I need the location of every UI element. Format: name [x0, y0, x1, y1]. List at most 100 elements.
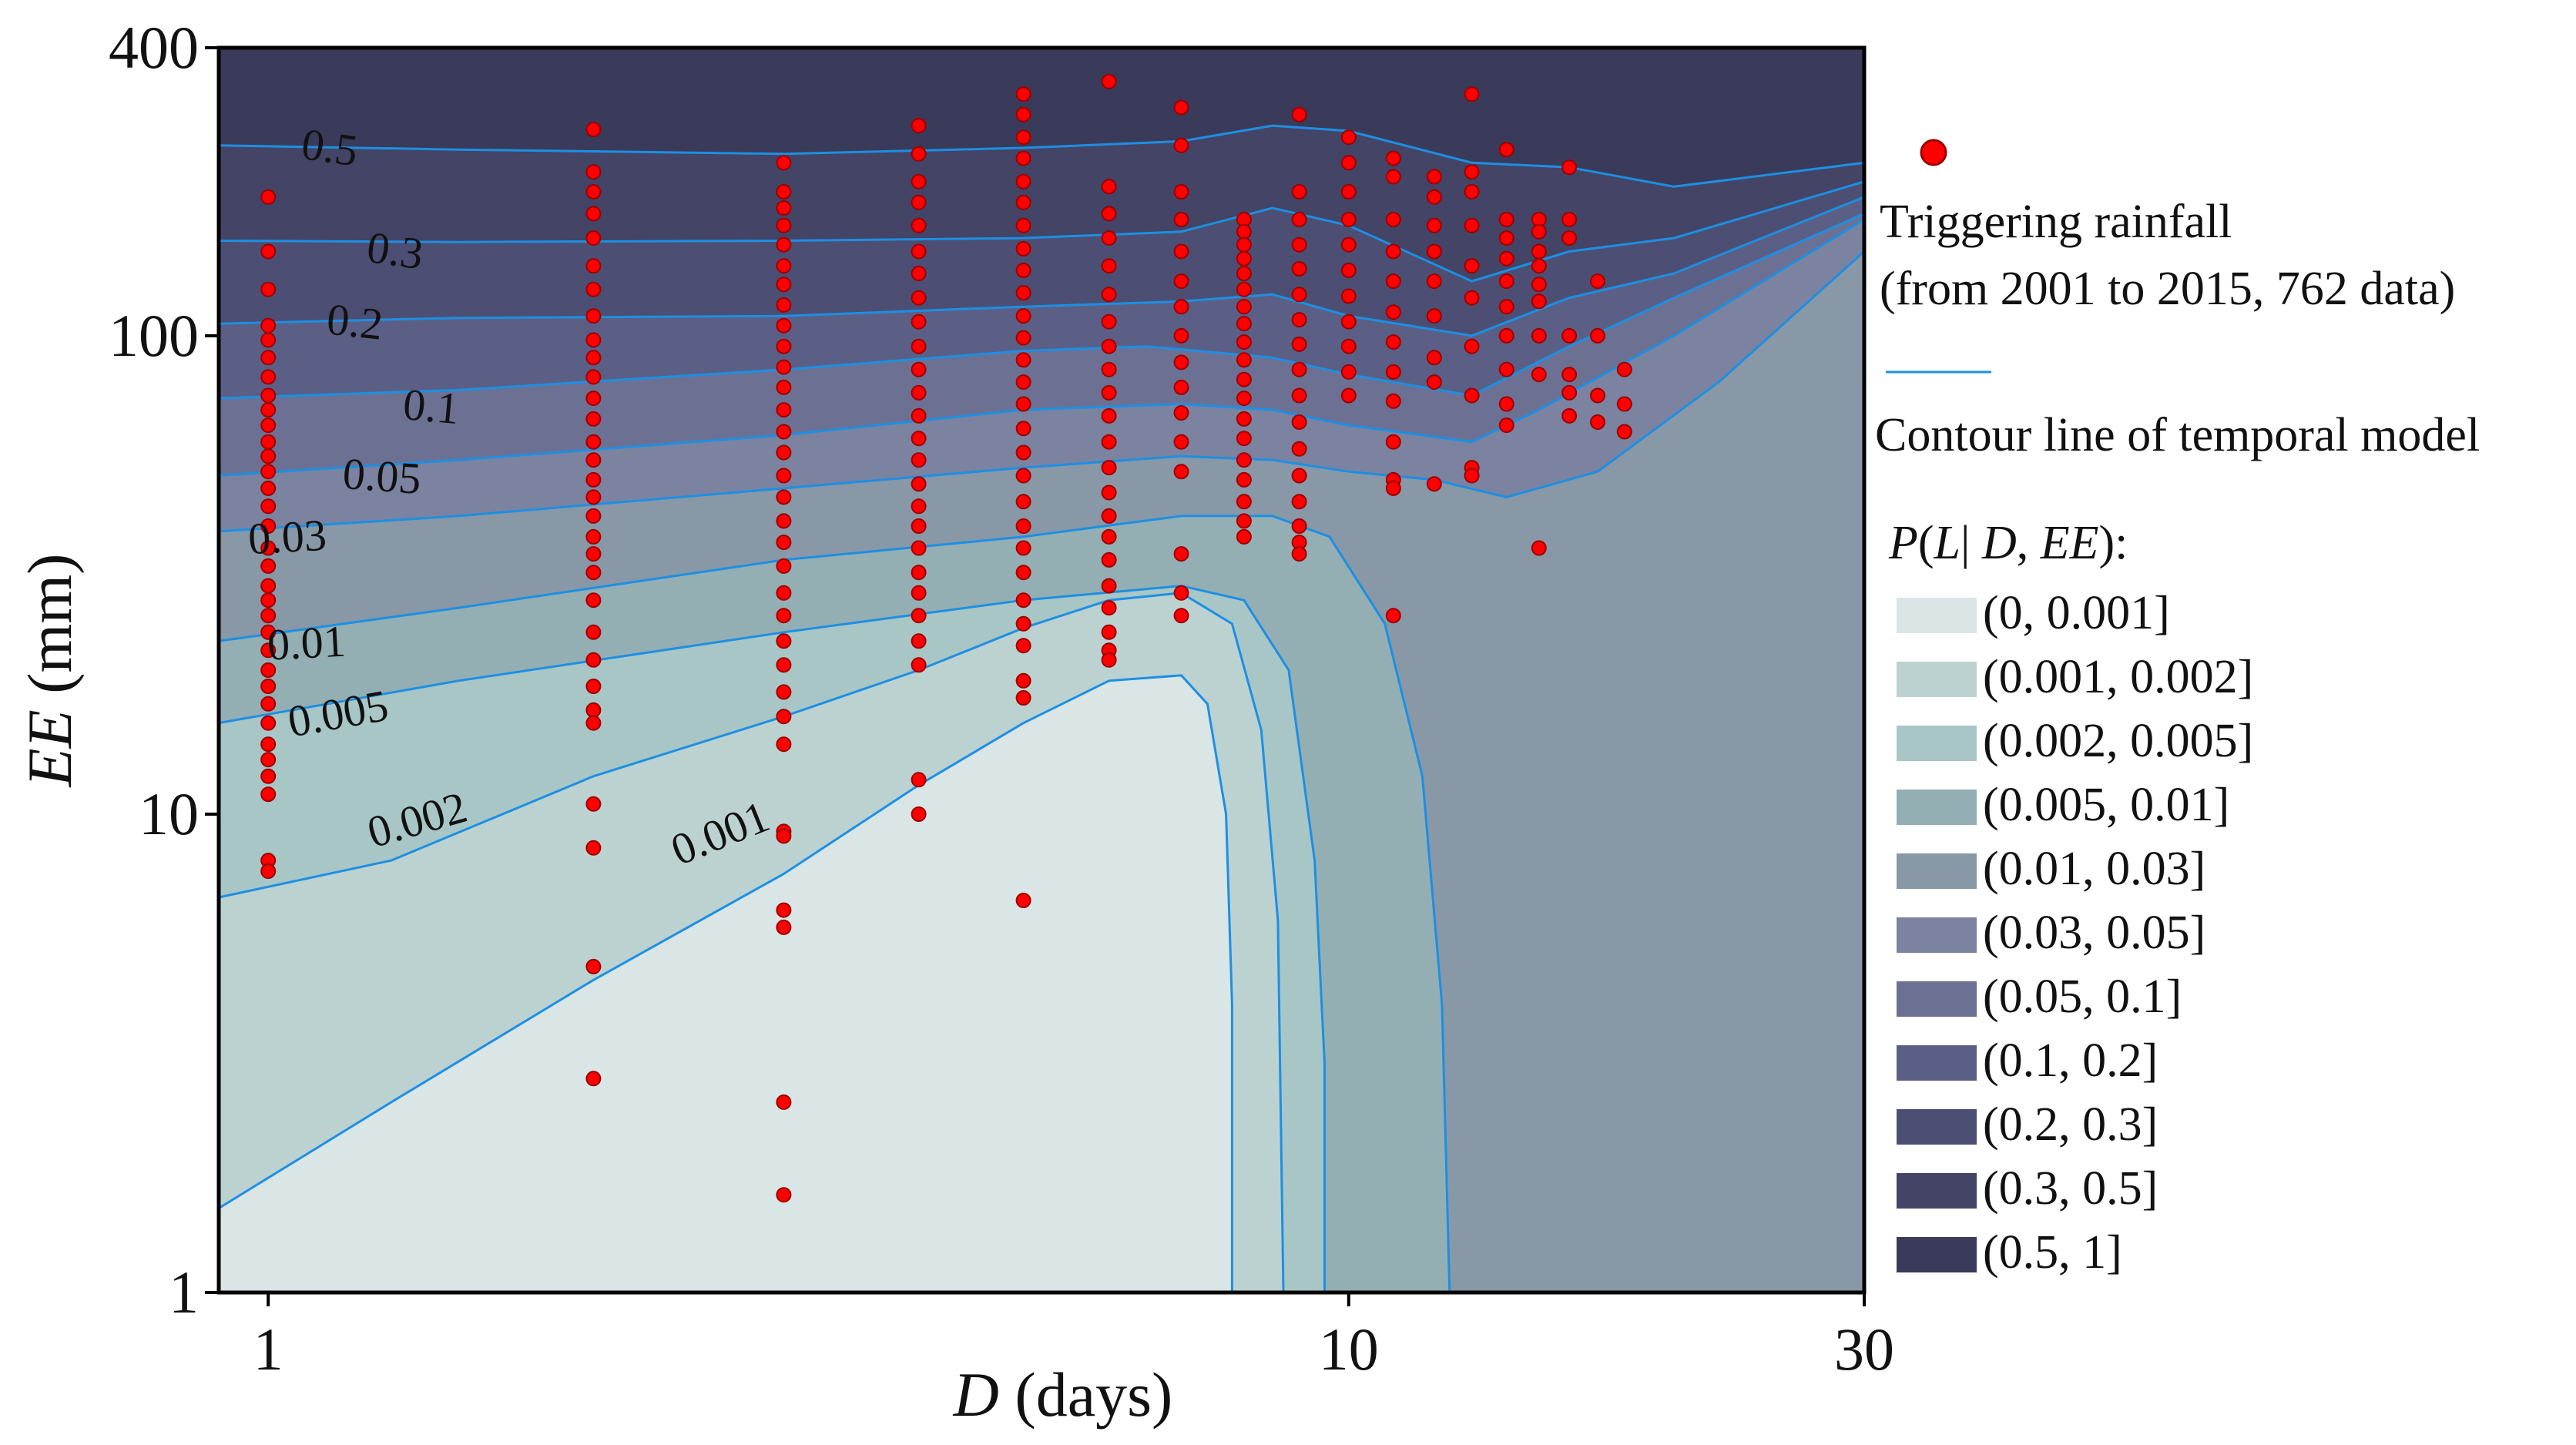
rainfall-point [585, 546, 602, 562]
rainfall-point [1340, 155, 1357, 171]
legend-bin-swatch [1897, 726, 1977, 761]
rainfall-point [1015, 518, 1031, 534]
rainfall-point [585, 624, 602, 640]
rainfall-point [585, 164, 602, 180]
rainfall-point [260, 434, 277, 450]
rainfall-point [1426, 217, 1442, 233]
rainfall-point [260, 578, 277, 594]
rainfall-point [1173, 608, 1189, 624]
rainfall-point [911, 772, 927, 788]
rainfall-point [260, 243, 277, 260]
rainfall-point [1291, 236, 1307, 253]
rainfall-point [1236, 316, 1252, 332]
rainfall-point [1291, 212, 1307, 227]
rainfall-point [1015, 638, 1031, 654]
rainfall-point [1236, 431, 1252, 447]
rainfall-point [1101, 460, 1117, 476]
rainfall-point [1291, 106, 1307, 122]
rainfall-point [585, 434, 602, 450]
rainfall-point [1385, 480, 1401, 496]
legend-bin-label: (0.5, 1] [1983, 1226, 2122, 1279]
rainfall-point [911, 384, 927, 401]
rainfall-point [1236, 391, 1252, 407]
legend-probability-title: P(L| D, EE): [1888, 517, 2128, 569]
rainfall-point [1015, 396, 1031, 412]
rainfall-point [1101, 652, 1117, 668]
legend-bins: (0, 0.001] (0.001, 0.002] (0.002, 0.005] (0… [1897, 587, 2253, 1279]
rainfall-point [776, 468, 792, 484]
rainfall-point [1531, 277, 1547, 293]
rainfall-point [1498, 212, 1514, 227]
rainfall-point [1590, 414, 1605, 430]
contour-label-0.5: 0.5 [299, 119, 361, 176]
rainfall-point [911, 540, 927, 556]
rainfall-point [1385, 169, 1401, 185]
y-tick-label: 10 [139, 780, 199, 847]
rainfall-point [1015, 468, 1031, 484]
rainfall-point [585, 350, 602, 366]
rainfall-point [1015, 352, 1031, 368]
rainfall-point [776, 402, 792, 418]
rainfall-point [1173, 243, 1189, 260]
rainfall-point [260, 558, 277, 574]
rainfall-point [1101, 552, 1117, 568]
rainfall-point [1173, 464, 1189, 480]
rainfall-point [1173, 327, 1189, 344]
rainfall-point [1340, 263, 1357, 278]
rainfall-point [1291, 518, 1307, 534]
rainfall-point [585, 565, 602, 581]
rainfall-point [1236, 281, 1252, 297]
legend-scatter-marker [1920, 139, 1947, 166]
y-tick-label: 1 [169, 1259, 199, 1326]
rainfall-point [1291, 312, 1307, 328]
rainfall-point [1561, 367, 1578, 383]
rainfall-point [585, 679, 602, 694]
rainfall-point [1464, 468, 1480, 484]
rainfall-point [1101, 484, 1117, 501]
rainfall-point [260, 387, 277, 404]
x-axis: 1 10 30 [253, 1292, 1894, 1383]
rainfall-point [776, 217, 792, 233]
rainfall-point [1015, 285, 1031, 301]
rainfall-point [585, 184, 602, 199]
rainfall-point [1340, 184, 1357, 199]
scatter-points [260, 73, 1632, 1203]
rainfall-point [911, 173, 927, 189]
rainfall-point [1464, 338, 1480, 354]
legend-bin-label: (0.2, 0.3] [1983, 1098, 2158, 1151]
rainfall-point [1101, 287, 1117, 303]
rainfall-point [1236, 236, 1252, 253]
rainfall-point [1340, 313, 1357, 330]
rainfall-point [1498, 396, 1514, 412]
rainfall-point [1426, 308, 1442, 324]
rainfall-point [776, 184, 792, 199]
legend-bin-label: (0.002, 0.005] [1983, 715, 2253, 767]
rainfall-point [1291, 468, 1307, 484]
rainfall-point [911, 243, 927, 260]
rainfall-point [1291, 184, 1307, 199]
rainfall-point [585, 592, 602, 609]
rainfall-point [585, 508, 602, 524]
rainfall-point [1531, 243, 1547, 260]
rainfall-point [776, 513, 792, 529]
legend-bin-swatch [1897, 790, 1977, 825]
rainfall-point [260, 696, 277, 712]
rainfall-point [1616, 396, 1632, 412]
rainfall-point [776, 317, 792, 334]
contour-label-0.03: 0.03 [247, 510, 328, 564]
legend-bin-label: (0.05, 0.1] [1983, 971, 2182, 1023]
rainfall-point [1173, 354, 1189, 370]
rainfall-point [1385, 304, 1401, 320]
rainfall-point [1464, 387, 1480, 404]
rainfall-point [911, 476, 927, 492]
legend: Triggering rainfall (from 2001 to 2015, … [1875, 139, 2480, 1279]
rainfall-point [776, 633, 792, 649]
rainfall-point [1426, 273, 1442, 290]
contour-line-0.05 [219, 218, 1864, 477]
rainfall-point [260, 642, 277, 659]
rainfall-point [1173, 379, 1189, 395]
rainfall-point [1498, 327, 1514, 344]
rainfall-point [585, 411, 602, 427]
rainfall-point [776, 236, 792, 253]
